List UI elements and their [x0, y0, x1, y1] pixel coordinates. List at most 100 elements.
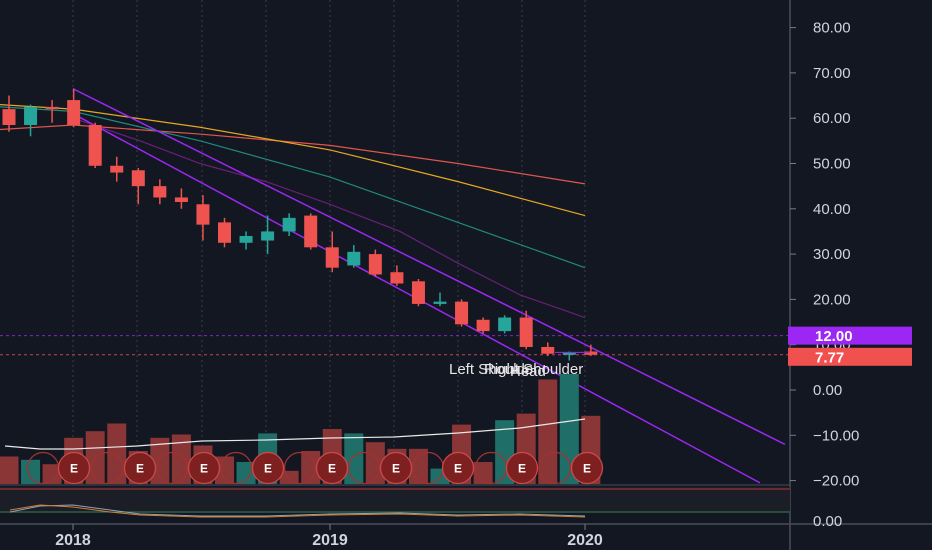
earnings-marker[interactable] [123, 451, 157, 485]
candle-body[interactable] [218, 222, 231, 243]
y-tick-label: 30.00 [813, 246, 851, 263]
pattern-label[interactable]: Left Shoulder [449, 361, 538, 378]
oscillator-pane [0, 487, 790, 518]
candle-body[interactable] [45, 106, 59, 110]
candle-body[interactable] [196, 204, 210, 225]
candle-body[interactable] [368, 254, 382, 275]
pattern-label[interactable]: Head [510, 363, 546, 380]
candle-body[interactable] [433, 301, 447, 304]
candle-body[interactable] [2, 109, 16, 125]
candle-body[interactable] [153, 186, 167, 198]
earnings-ring [90, 451, 124, 485]
earnings-ring [283, 451, 317, 485]
candle-body[interactable] [476, 319, 490, 332]
volume-bar [107, 423, 127, 484]
earnings-marker[interactable] [57, 451, 91, 485]
volume-bar [42, 464, 62, 484]
oscillator-background [0, 487, 790, 513]
channel-upper-line[interactable] [72, 88, 786, 446]
y-tick-label: −10.00 [813, 427, 859, 444]
volume-bar [171, 434, 191, 484]
candle-body[interactable] [88, 124, 102, 166]
y-tick-label: 40.00 [813, 201, 851, 218]
earnings-marker[interactable] [379, 451, 413, 485]
earnings-ring [219, 451, 253, 485]
earnings-marker[interactable] [187, 451, 221, 485]
oscillator-signal-line [9, 504, 586, 518]
y-tick-label: 70.00 [813, 65, 851, 82]
earnings-marker-label: E [328, 462, 336, 476]
y-tick-label: −20.00 [813, 473, 859, 490]
y-tick-label: 60.00 [813, 110, 851, 127]
earnings-marker-label: E [264, 462, 272, 476]
y-tick-label: 50.00 [813, 156, 851, 173]
candle-body[interactable] [584, 351, 598, 355]
volume-bar [538, 379, 558, 484]
candle-body[interactable] [519, 317, 533, 347]
volume-bar [215, 456, 234, 484]
earnings-marker-label: E [200, 462, 208, 476]
price-badge-label: 12.00 [815, 328, 853, 345]
earnings-marker[interactable] [505, 451, 539, 485]
volume-bar [473, 462, 493, 484]
earnings-marker-label: E [136, 462, 144, 476]
volume-bar [236, 462, 256, 484]
x-tick-label: 2019 [312, 532, 348, 549]
candle-body[interactable] [67, 100, 81, 125]
candle-body[interactable] [304, 215, 318, 248]
candle-body[interactable] [541, 346, 555, 354]
earnings-marker-label: E [70, 462, 78, 476]
candle-body[interactable] [282, 217, 296, 232]
axes: 80.0070.0060.0050.0040.0030.0020.0010.00… [55, 20, 912, 549]
y-tick-label: 80.00 [813, 20, 851, 37]
moving-average-long [0, 124, 586, 185]
earnings-marker-label: E [454, 462, 462, 476]
volume-average-line [4, 418, 586, 450]
moving-average-fast [72, 117, 586, 319]
candle-body[interactable] [562, 352, 576, 355]
volume-bar [344, 433, 364, 484]
candle-body[interactable] [390, 272, 404, 284]
earnings-marker-label: E [518, 462, 526, 476]
volume-bar [301, 451, 321, 484]
candle-body[interactable] [347, 251, 361, 266]
candle-body[interactable] [261, 231, 275, 241]
earnings-marker[interactable] [315, 451, 349, 485]
candle-body[interactable] [455, 301, 469, 325]
candle-body[interactable] [239, 235, 253, 243]
moving-average-mid [0, 104, 586, 217]
moving-average-short [0, 106, 586, 269]
pattern-label[interactable]: Right Shoulder [484, 361, 583, 378]
oscillator-tick-label: 0.00 [813, 513, 842, 530]
y-tick-label: 20.00 [813, 291, 851, 308]
candle-body[interactable] [24, 106, 38, 125]
candle-body[interactable] [498, 317, 512, 332]
x-tick-label: 2018 [55, 532, 91, 549]
candle-body[interactable] [110, 165, 124, 173]
x-tick-label: 2020 [567, 532, 603, 549]
earnings-marker-label: E [392, 462, 400, 476]
candle-body[interactable] [411, 281, 425, 304]
volume-bar [279, 470, 299, 484]
moving-averages [0, 104, 586, 319]
price-badge[interactable] [788, 347, 912, 366]
earnings-ring [347, 451, 381, 485]
price-badge-label: 7.77 [815, 349, 844, 366]
earnings-ring [155, 451, 189, 485]
earnings-marker[interactable] [251, 451, 285, 485]
earnings-marker[interactable] [570, 451, 604, 485]
volume-bar [0, 456, 19, 484]
volume-bar [365, 442, 385, 484]
earnings-marker[interactable] [441, 451, 475, 485]
volume-bars [0, 374, 601, 484]
price-badge[interactable] [788, 326, 912, 345]
candle-body[interactable] [174, 197, 188, 203]
candle-body[interactable] [131, 170, 145, 187]
candlesticks[interactable] [2, 88, 598, 361]
earnings-marker-label: E [583, 462, 591, 476]
candle-body[interactable] [325, 247, 339, 268]
